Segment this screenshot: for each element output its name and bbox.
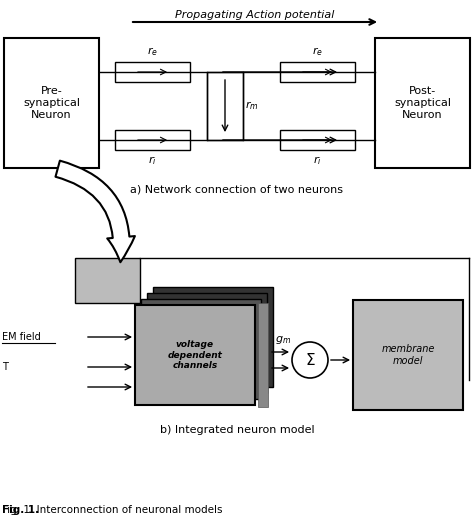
Bar [115, 130, 190, 150]
Text: $r_i$: $r_i$ [148, 154, 156, 167]
Bar [280, 130, 355, 150]
Bar [141, 299, 261, 399]
Text: $r_e$: $r_e$ [146, 45, 157, 58]
Bar [153, 287, 273, 387]
Text: $\Sigma$: $\Sigma$ [305, 352, 315, 368]
Bar [280, 62, 355, 82]
Text: Post-
synaptical
Neuron: Post- synaptical Neuron [394, 86, 451, 120]
Text: Fig. 1.: Fig. 1. [2, 505, 39, 515]
Text: Fig. 1. Interconnection of neuronal models: Fig. 1. Interconnection of neuronal mode… [2, 505, 222, 515]
Text: a) Network connection of two neurons: a) Network connection of two neurons [130, 185, 344, 195]
Bar [353, 300, 463, 410]
Bar [258, 303, 268, 407]
Bar [147, 293, 267, 393]
Text: membrane
model: membrane model [381, 344, 435, 366]
Bar [375, 38, 470, 168]
FancyArrowPatch shape [55, 160, 135, 262]
Text: b) Integrated neuron model: b) Integrated neuron model [160, 425, 314, 435]
Text: $r_m$: $r_m$ [245, 100, 259, 113]
Text: $r_i$: $r_i$ [313, 154, 321, 167]
Text: EM field: EM field [2, 332, 41, 342]
Text: Pre-
synaptical
Neuron: Pre- synaptical Neuron [23, 86, 80, 120]
Bar [135, 305, 255, 405]
Text: T: T [2, 362, 8, 372]
Text: voltage
dependent
channels: voltage dependent channels [168, 340, 222, 370]
Bar [4, 38, 99, 168]
Text: $r_e$: $r_e$ [311, 45, 322, 58]
Bar [207, 72, 243, 140]
Circle shape [292, 342, 328, 378]
Text: $g_m$: $g_m$ [275, 334, 291, 346]
Bar [115, 62, 190, 82]
Text: Propagating Action potential: Propagating Action potential [175, 10, 335, 20]
Bar [75, 258, 140, 303]
